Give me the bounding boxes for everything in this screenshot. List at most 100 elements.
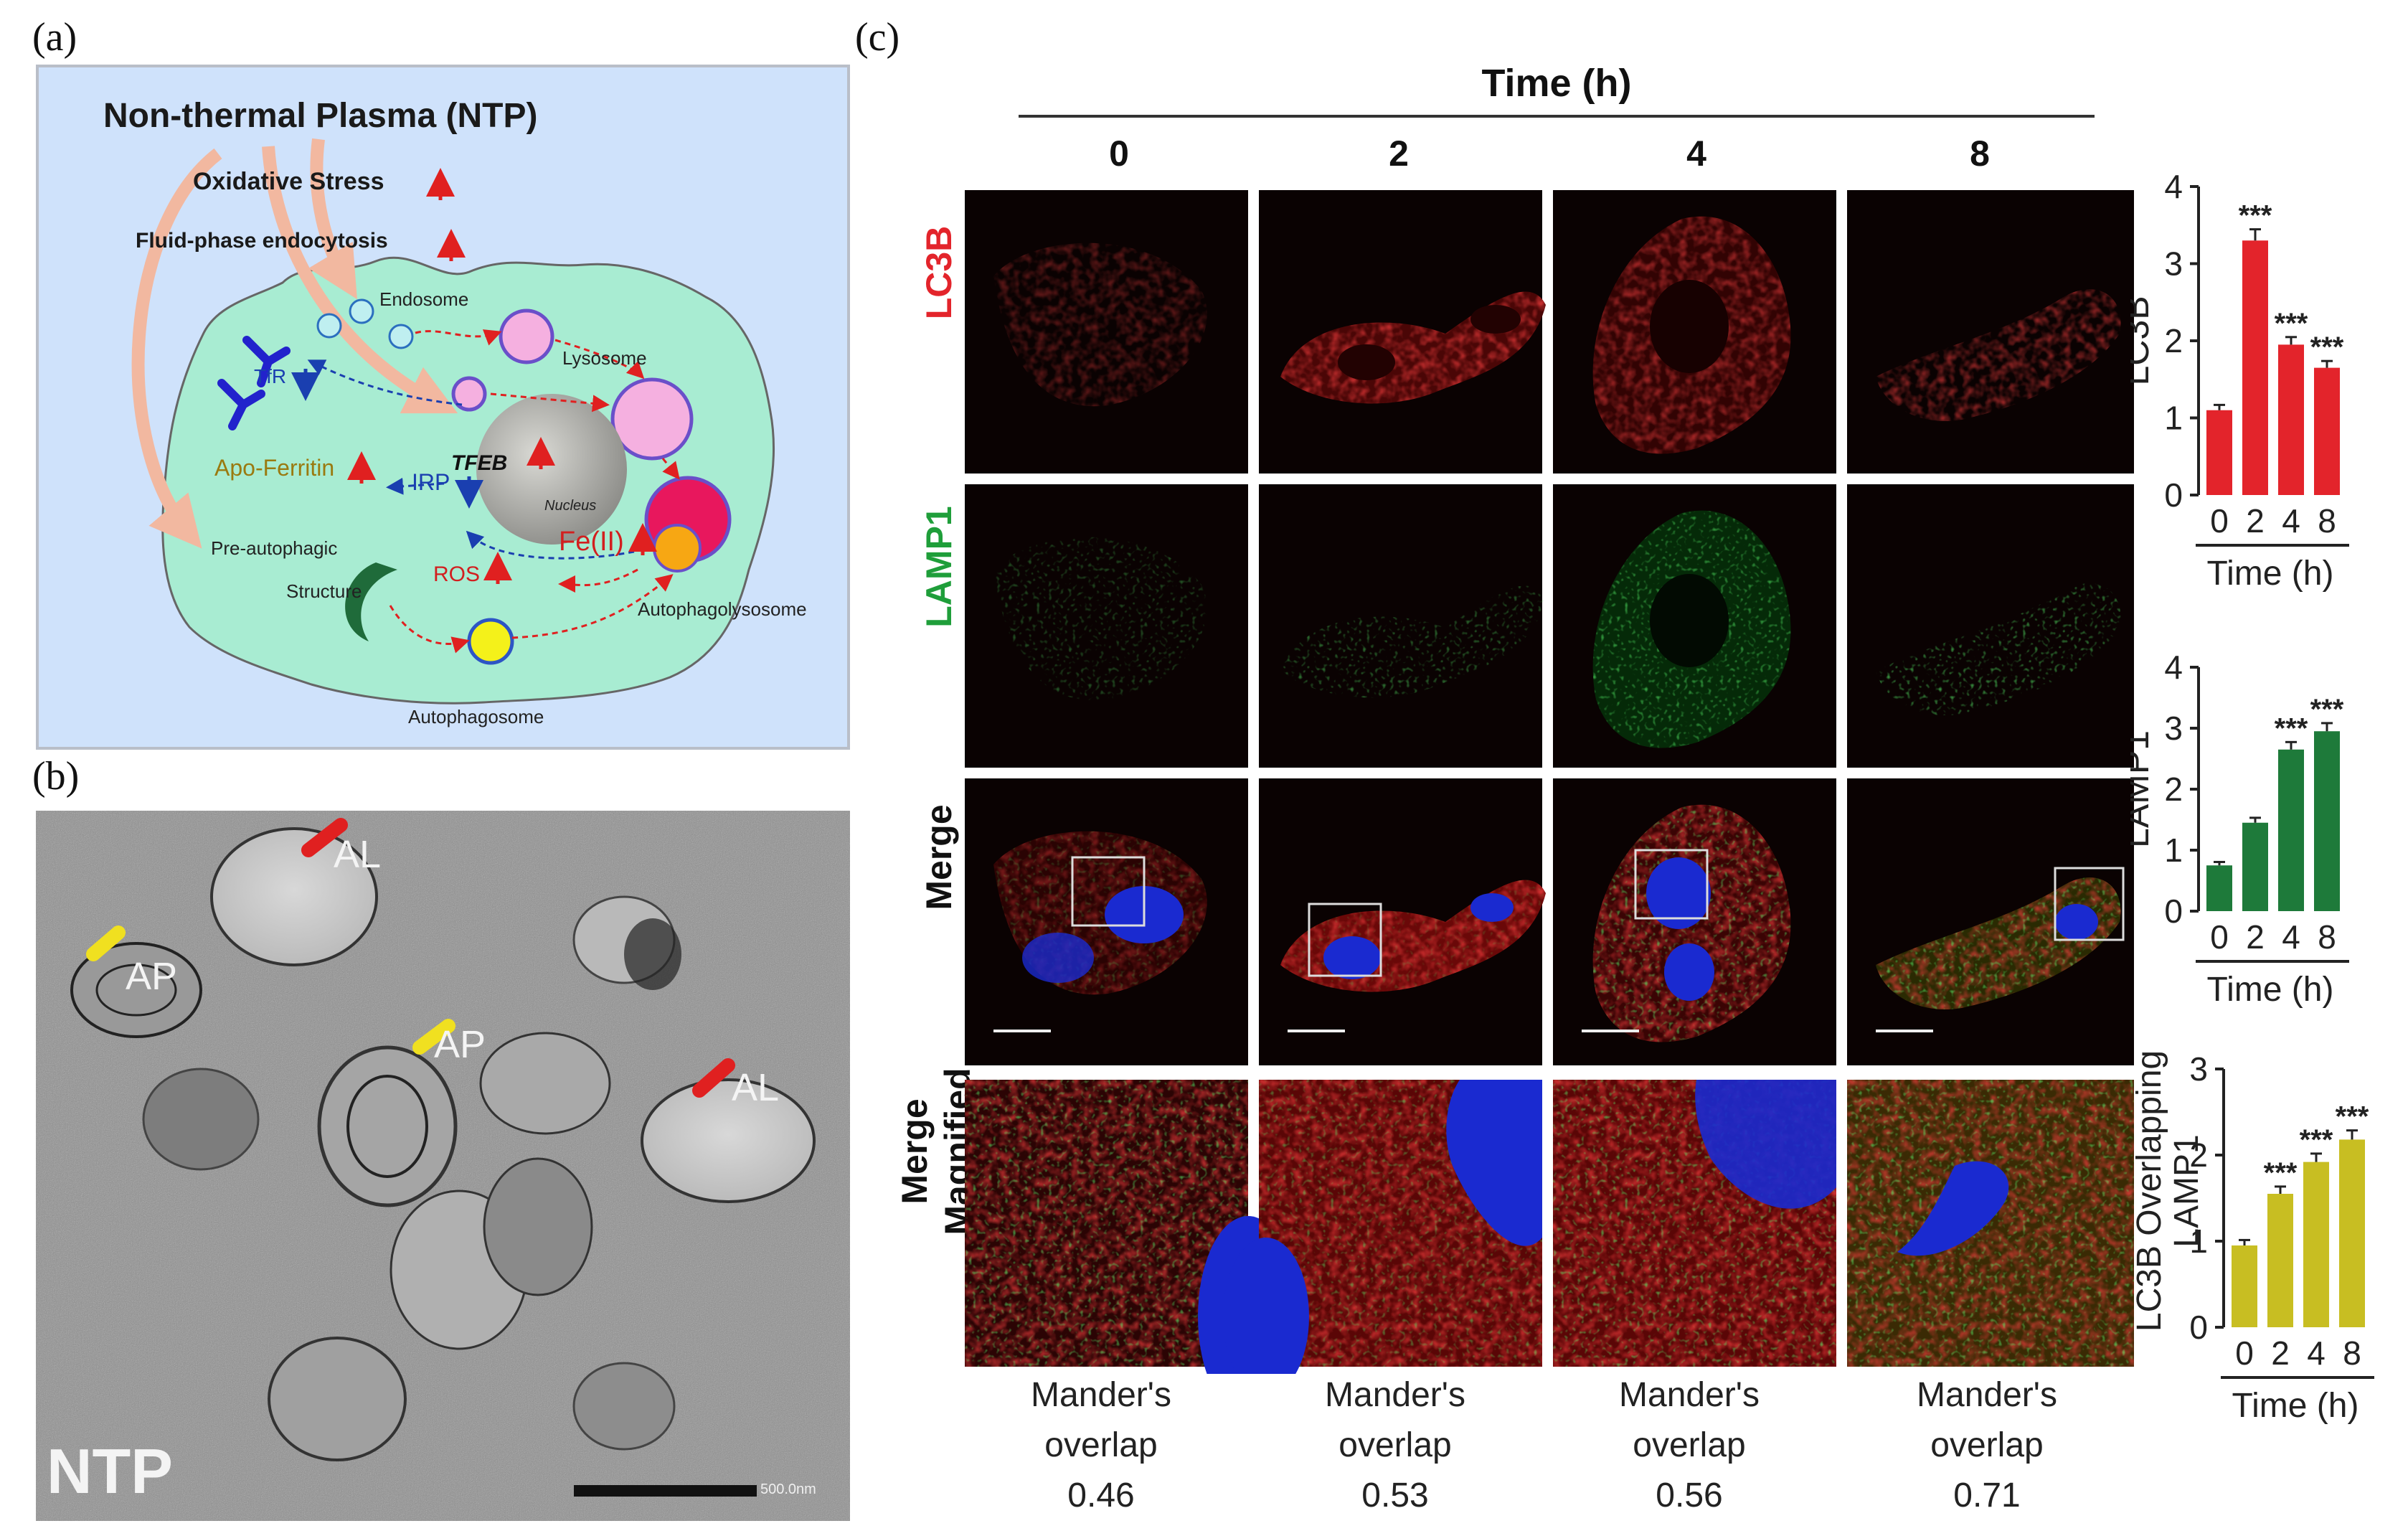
x-tick-label: 8	[2343, 1334, 2361, 1372]
x-axis-label: Time (h)	[2207, 971, 2334, 1009]
schematic-title: Non-thermal Plasma (NTP)	[103, 97, 538, 135]
tfr-receptors	[217, 336, 291, 430]
y-tick-label: 3	[2189, 1050, 2208, 1088]
nucleus-label: Nucleus	[544, 498, 597, 514]
mander-2: Mander's overlap 0.53	[1266, 1370, 1524, 1521]
y-tick-label: 3	[2164, 245, 2183, 283]
tem-label-ap-2: AP	[434, 1023, 486, 1066]
x-tick-label: 4	[2282, 918, 2300, 956]
panel-label-a: (a)	[32, 15, 77, 60]
bar	[2242, 240, 2268, 495]
mander-8-line2: overlap	[1930, 1426, 2044, 1464]
x-tick-label: 8	[2318, 502, 2336, 540]
ntp-arrow-3	[308, 138, 357, 300]
significance-label: ***	[2239, 200, 2272, 232]
tfr-label: TfR	[254, 365, 287, 387]
autophagolysosome-label: Autophagolysosome	[638, 598, 807, 620]
y-tick-label: 2	[2189, 1136, 2208, 1174]
significance-label: ***	[2275, 712, 2308, 744]
chart-plot-area: 0 1 2 3 4 0 *** 2 *** 4 *** 8 Time (h) LC3B	[2130, 172, 2349, 593]
y-tick-label: 1	[2164, 832, 2183, 869]
lc3b-bar-chart: 0 1 2 3 4 0 *** 2 *** 4 *** 8 Time (h) LC3B	[2130, 172, 2349, 593]
y-axis-label: LAMP1	[2168, 1134, 2206, 1247]
y-tick-label: 1	[2164, 400, 2183, 437]
y-tick-label: 0	[2164, 892, 2183, 930]
irp-label: IRP	[412, 469, 450, 495]
chart-plot-area: 0 1 2 3 0 *** 2 *** 4 *** 8 Time (h) LC3B Overlappin…	[2130, 1050, 2374, 1425]
tem-condition-label: NTP	[47, 1436, 173, 1507]
bar	[2242, 822, 2268, 911]
x-tick-label: 8	[2318, 918, 2336, 956]
time-col-4: 4	[1686, 133, 1706, 174]
mander-0-line2: overlap	[1044, 1426, 1158, 1464]
tem-texture	[36, 811, 850, 1521]
significance-label: ***	[2310, 694, 2344, 725]
tem-image: AL AP AP AL NTP 500.0nm	[36, 811, 850, 1521]
tem-label-ap-1: AP	[126, 955, 178, 998]
oxidative-stress-label: Oxidative Stress	[193, 168, 384, 195]
y-axis-label: LC3B	[2130, 296, 2156, 385]
x-axis-label: Time (h)	[2207, 555, 2334, 593]
apo-ferritin-label: Apo-Ferritin	[214, 455, 335, 481]
bar	[2314, 731, 2340, 911]
row-label-lamp1: LAMP1	[919, 506, 959, 628]
bar	[2206, 410, 2232, 495]
bar	[2232, 1245, 2257, 1327]
panel-label-b: (b)	[32, 754, 80, 799]
fe2-label: Fe(II)	[559, 527, 624, 557]
autophagosome-label: Autophagosome	[408, 706, 544, 727]
y-axis-label: LC3B Overlapping	[2130, 1050, 2168, 1332]
x-tick-label: 0	[2210, 502, 2229, 540]
bar	[2278, 749, 2304, 911]
x-tick-label: 0	[2210, 918, 2229, 956]
row-label-lc3b: LC3B	[919, 225, 959, 320]
mander-8: Mander's overlap 0.71	[1858, 1370, 2116, 1521]
bar	[2339, 1139, 2365, 1327]
y-tick-label: 1	[2189, 1223, 2208, 1260]
endocytosis-label: Fluid-phase endocytosis	[136, 229, 388, 253]
schematic-drawing	[131, 138, 775, 705]
mander-8-value: 0.71	[1953, 1476, 2021, 1514]
x-tick-label: 4	[2282, 502, 2300, 540]
mander-8-line1: Mander's	[1917, 1376, 2057, 1414]
tem-scale-label: 500.0nm	[760, 1481, 816, 1497]
y-axis-label: LAMP1	[2130, 730, 2156, 848]
y-tick-label: 4	[2164, 649, 2183, 686]
tem-label-al-1: AL	[334, 833, 382, 876]
endosome-label: Endosome	[379, 288, 469, 310]
schematic-panel: Non-thermal Plasma (NTP) Oxidative Stres…	[36, 65, 850, 750]
tem-label-al-2: AL	[732, 1066, 780, 1109]
bar	[2267, 1194, 2293, 1327]
significance-label: ***	[2310, 331, 2344, 363]
x-tick-label: 2	[2246, 918, 2265, 956]
nucleus-shape	[476, 394, 627, 545]
x-axis-label: Time (h)	[2232, 1387, 2359, 1425]
pre-autophagic-label: Pre-autophagic	[211, 537, 338, 559]
y-tick-label: 2	[2164, 322, 2183, 359]
time-header-rule	[1019, 115, 2095, 118]
panel-label-c: (c)	[855, 15, 900, 60]
mander-2-value: 0.53	[1361, 1476, 1429, 1514]
mander-0-value: 0.46	[1067, 1476, 1135, 1514]
y-tick-label: 2	[2164, 771, 2183, 808]
lysosome-label: Lysosome	[562, 347, 647, 369]
ntp-arrow-1	[131, 148, 222, 549]
mander-4: Mander's overlap 0.56	[1560, 1370, 1818, 1521]
time-col-0: 0	[1109, 133, 1129, 174]
tfeb-label: TFEB	[451, 451, 508, 475]
time-header: Time (h)	[1481, 62, 1632, 105]
mander-0: Mander's overlap 0.46	[972, 1370, 1230, 1521]
bar	[2278, 344, 2304, 495]
x-tick-label: 2	[2271, 1334, 2290, 1372]
ros-label: ROS	[433, 562, 481, 586]
time-col-8: 8	[1970, 133, 1990, 174]
x-tick-label: 4	[2307, 1334, 2326, 1372]
y-tick-label: 3	[2164, 710, 2183, 747]
mander-4-line2: overlap	[1633, 1426, 1746, 1464]
y-tick-label: 0	[2164, 476, 2183, 514]
mander-4-line1: Mander's	[1619, 1376, 1760, 1414]
x-tick-label: 2	[2246, 502, 2265, 540]
mander-2-line1: Mander's	[1325, 1376, 1465, 1414]
